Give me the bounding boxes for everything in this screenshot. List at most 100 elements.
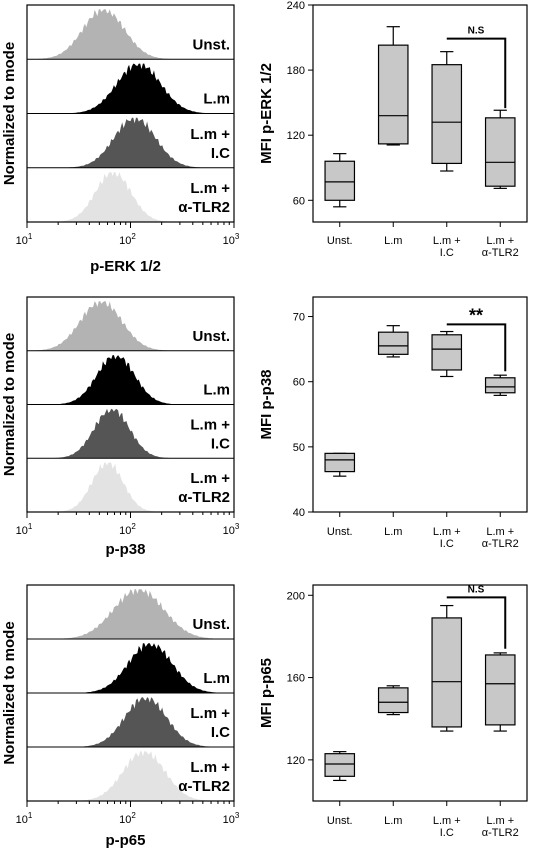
box-iqr [484, 377, 516, 394]
y-axis-title: Normalized to mode [1, 621, 18, 764]
y-tick-label: 60 [293, 377, 305, 389]
box-iqr [484, 654, 516, 726]
series-label: Unst. [193, 36, 231, 53]
histogram-curve [27, 355, 234, 405]
significance-label: N.S [468, 584, 485, 595]
y-tick-label: 60 [293, 195, 305, 207]
category-label: L.m + [486, 235, 514, 247]
plot-frame [312, 4, 528, 223]
box-iqr [377, 44, 409, 145]
x-tick-base: 10 [16, 525, 28, 537]
y-tick-label: 120 [287, 130, 305, 142]
y-axis-title: MFI p-p65 [258, 658, 275, 728]
category-label: Unst. [327, 235, 353, 247]
y-axis-title: MFI p-ERK 1/2 [258, 63, 275, 164]
category-label: L.m [384, 815, 402, 827]
y-axis-title: Normalized to mode [1, 42, 18, 185]
series-label: L.m + [190, 180, 230, 197]
series-label: I.C [211, 435, 230, 452]
plot-frame [312, 584, 528, 802]
series-label: α-TLR2 [178, 199, 230, 216]
box-iqr [431, 334, 463, 371]
histogram-curve [27, 117, 234, 168]
x-tick-base: 10 [119, 525, 131, 537]
x-tick-base: 10 [223, 525, 235, 537]
category-label: L.m [384, 235, 402, 247]
category-label: α-TLR2 [482, 538, 519, 550]
x-axis-title: p-p65 [105, 832, 145, 849]
x-tick-label: 101 [16, 522, 33, 537]
series-label: L.m [203, 91, 230, 108]
significance-bracket [446, 37, 507, 109]
series-label: L.m [203, 670, 230, 687]
x-tick-base: 10 [16, 814, 28, 826]
x-tick-base: 10 [119, 235, 131, 247]
x-tick-label: 101 [16, 232, 33, 247]
category-label: L.m [384, 526, 402, 538]
y-tick-label: 160 [287, 673, 305, 685]
histogram-curve [27, 697, 234, 747]
category-label: L.m + [433, 526, 461, 538]
y-tick-label: 200 [287, 590, 305, 602]
series-label: L.m + [190, 470, 230, 487]
significance-bracket [446, 596, 507, 649]
box-iqr [324, 452, 356, 473]
x-axis-title: p-p38 [105, 541, 145, 558]
significance-label: N.S [468, 26, 485, 37]
x-tick-exponent: 1 [28, 522, 33, 531]
box-iqr [324, 753, 356, 777]
x-tick-exponent: 3 [235, 522, 240, 531]
x-tick-exponent: 3 [235, 232, 240, 241]
histogram-curve [27, 9, 234, 60]
histogram-curve [27, 172, 234, 222]
y-tick-label: 180 [287, 65, 305, 77]
series-label: I.C [211, 724, 230, 741]
x-tick-exponent: 1 [28, 811, 33, 820]
category-label: I.C [440, 827, 454, 839]
series-label: L.m + [190, 705, 230, 722]
significance-label: ** [469, 305, 483, 325]
series-label: α-TLR2 [178, 489, 230, 506]
category-label: Unst. [327, 526, 353, 538]
x-tick-label: 103 [223, 522, 240, 537]
y-tick-label: 50 [293, 442, 305, 454]
x-tick-label: 102 [119, 522, 136, 537]
category-label: α-TLR2 [482, 247, 519, 259]
x-tick-base: 10 [16, 235, 28, 247]
x-tick-exponent: 1 [28, 232, 33, 241]
y-tick-label: 120 [287, 755, 305, 767]
x-tick-exponent: 3 [235, 811, 240, 820]
histogram-curve [27, 63, 234, 114]
box-iqr [431, 617, 463, 728]
series-label: Unst. [193, 616, 231, 633]
x-tick-base: 10 [223, 235, 235, 247]
x-tick-label: 102 [119, 811, 136, 826]
x-tick-label: 102 [119, 232, 136, 247]
x-tick-label: 103 [223, 232, 240, 247]
category-label: L.m + [433, 815, 461, 827]
histogram-curve [27, 751, 234, 801]
series-label: L.m [203, 382, 230, 399]
series-label: L.m + [190, 759, 230, 776]
category-label: L.m + [433, 235, 461, 247]
histogram-curve [27, 589, 234, 639]
y-axis-title: MFI p-p38 [258, 370, 275, 440]
box-iqr [484, 117, 516, 187]
category-label: I.C [440, 538, 454, 550]
series-label: Unst. [193, 328, 231, 345]
y-tick-label: 70 [293, 312, 305, 324]
plot-frame [312, 296, 528, 513]
category-label: α-TLR2 [482, 827, 519, 839]
category-label: I.C [440, 247, 454, 259]
box-iqr [377, 687, 409, 714]
significance-bracket [446, 323, 507, 372]
x-tick-exponent: 2 [131, 232, 136, 241]
series-label: L.m + [190, 126, 230, 143]
box-iqr [324, 160, 356, 201]
